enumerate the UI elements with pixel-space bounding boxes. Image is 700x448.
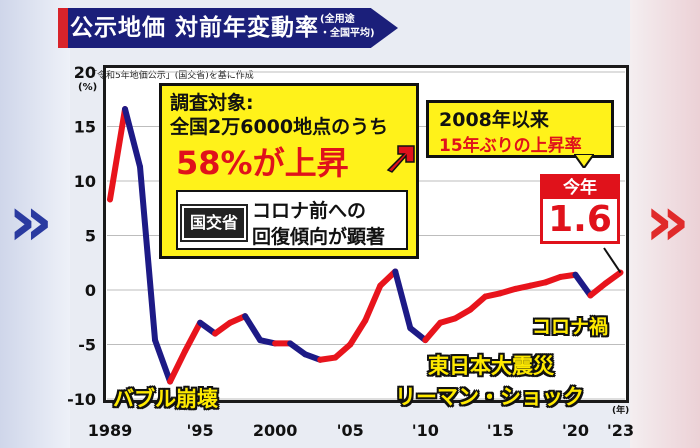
y-tick-labels: 20 15 10 5 0 -5 -10 xyxy=(67,63,96,409)
fall-segment xyxy=(137,163,159,344)
up-arrow-icon xyxy=(386,145,415,173)
rise-segment xyxy=(377,268,399,289)
since-2008-line2: 15年ぶりの上昇率 xyxy=(439,136,582,156)
chart-subtitle-line1: (全用途 xyxy=(320,14,355,25)
rise-segment xyxy=(467,293,489,313)
background-left-panel xyxy=(0,0,70,448)
rise-segment xyxy=(587,280,609,299)
chart-subtitle-line2: ・全国平均) xyxy=(320,28,375,39)
x-tick-label: '95 xyxy=(187,421,214,440)
annotation-covid: コロナ禍 xyxy=(532,316,609,338)
current-value: 1.6 xyxy=(548,199,612,240)
y-tick-label: -5 xyxy=(78,336,96,355)
rise-segment xyxy=(332,341,354,361)
fall-segment xyxy=(287,340,309,358)
rise-segment xyxy=(347,317,369,348)
callout-tail xyxy=(574,154,594,168)
ministry-comment-line2: 回復傾向が顕著 xyxy=(252,226,386,248)
y-tick-label: -10 xyxy=(67,390,96,409)
y-tick-label: 0 xyxy=(85,281,96,300)
x-tick-labels: 1989 '95 2000 '05 '10 '15 '20 '23 xyxy=(88,421,634,440)
ministry-comment: 国交省 コロナ前への 回復傾向が顕著 xyxy=(176,190,408,250)
x-tick-label: '10 xyxy=(412,421,439,440)
annotation-lehman-shock: リーマン・ショック xyxy=(395,385,584,409)
ministry-comment-line1: コロナ前への xyxy=(252,200,367,222)
fall-segment xyxy=(152,337,174,385)
x-axis-unit: (年) xyxy=(612,406,630,416)
fall-segment xyxy=(197,319,219,337)
chevron-right-icon: » xyxy=(644,180,690,262)
rise-segment xyxy=(212,319,234,337)
current-value-leader xyxy=(603,247,622,274)
y-tick-label: 10 xyxy=(74,172,96,191)
rise-segment xyxy=(362,282,384,324)
x-tick-label: 1989 xyxy=(88,421,133,440)
since-2008-line1: 2008年以来 xyxy=(439,109,549,131)
y-tick-label: 15 xyxy=(74,118,96,137)
series-lines xyxy=(107,106,624,385)
y-axis-unit: (%) xyxy=(78,82,98,93)
title-accent xyxy=(58,8,68,48)
since-2008-callout: 2008年以来 15年ぶりの上昇率 xyxy=(426,100,614,158)
title-banner xyxy=(58,8,398,48)
chevron-right-icon: » xyxy=(8,180,54,262)
x-tick-label: '23 xyxy=(607,421,634,440)
y-tick-label: 5 xyxy=(85,227,96,246)
annotation-earthquake: 東日本大震災 xyxy=(428,354,554,378)
fall-segment xyxy=(392,268,414,332)
survey-points: 全国2万6000地点のうち xyxy=(170,116,389,138)
rise-segment xyxy=(182,319,204,355)
chart-subtitle: (全用途 ・全国平均) xyxy=(320,13,375,41)
survey-heading: 調査対象: xyxy=(170,92,254,114)
y-tick-label: 20 xyxy=(74,63,96,82)
survey-rise-share: 58%が上昇 xyxy=(176,144,349,182)
survey-callout: 調査対象: 全国2万6000地点のうち 58%が上昇 国交省 コロナ前への 回復… xyxy=(159,83,419,259)
source-note: 「令和5年地価公示」(国交省)を基に作成 xyxy=(88,71,254,81)
x-tick-label: '05 xyxy=(337,421,364,440)
fall-segment xyxy=(122,106,144,170)
fall-segment xyxy=(572,271,594,299)
background-right-panel xyxy=(630,0,700,448)
rise-segment xyxy=(107,106,129,203)
current-label: 今年 xyxy=(543,177,617,199)
chart-title: 公示地価 対前年変動率 xyxy=(70,15,320,41)
rise-segment xyxy=(422,319,444,344)
x-tick-label: '15 xyxy=(487,421,514,440)
fall-segment xyxy=(242,313,264,344)
rise-segment xyxy=(167,348,189,385)
x-tick-label: '20 xyxy=(562,421,589,440)
annotation-bubble-collapse: バブル崩壊 xyxy=(113,387,218,411)
fall-segment xyxy=(407,325,429,344)
current-value-box: 今年 1.6 xyxy=(540,174,620,244)
rise-segment xyxy=(602,269,624,287)
ministry-badge: 国交省 xyxy=(182,206,246,240)
x-tick-label: 2000 xyxy=(253,421,298,440)
